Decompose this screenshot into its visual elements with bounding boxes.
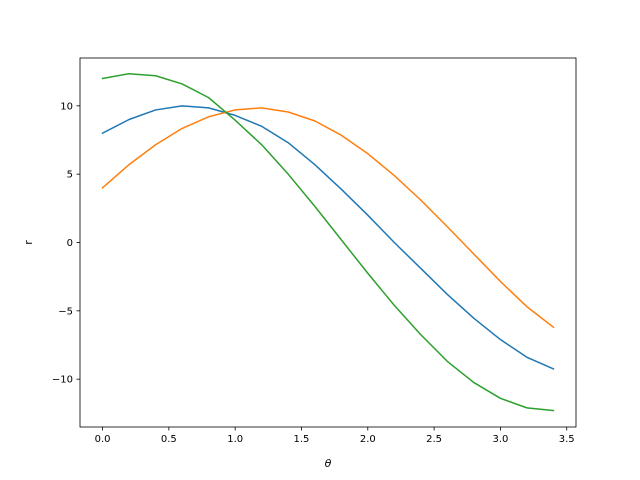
y-tick-label: −10	[52, 375, 73, 386]
x-tick-label: 3.5	[559, 434, 575, 445]
series-line-2	[101, 107, 555, 329]
x-axis: 0.0 0.5 1.0 1.5 2.0 2.5 3.0 3.5	[95, 427, 575, 445]
y-axis: −10 −5 0 5 10	[52, 101, 80, 386]
x-axis-label: θ	[325, 457, 332, 470]
x-tick-label: 3.0	[492, 434, 508, 445]
series-layer	[101, 72, 555, 412]
x-tick-label: 2.0	[360, 434, 376, 445]
x-tick-label: 1.0	[227, 434, 243, 445]
x-tick-label: 0.0	[95, 434, 111, 445]
series-line-3	[101, 72, 555, 412]
x-tick-label: 0.5	[161, 434, 177, 445]
x-tick-label: 2.5	[426, 434, 442, 445]
x-tick-label: 1.5	[294, 434, 310, 445]
y-tick-label: 0	[67, 238, 73, 249]
y-tick-label: −5	[58, 306, 73, 317]
y-tick-label: 5	[67, 170, 73, 181]
series-line-1	[101, 105, 555, 370]
y-axis-label: r	[22, 240, 35, 245]
y-tick-label: 10	[60, 101, 73, 112]
